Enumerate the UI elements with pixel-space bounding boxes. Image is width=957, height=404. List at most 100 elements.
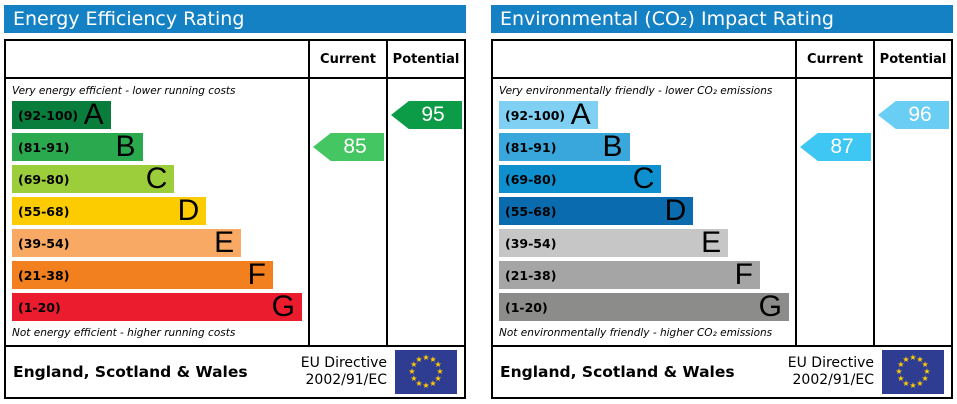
environmental-current-arrow: 87 <box>800 133 871 161</box>
eu-star-icon: ★ <box>436 367 444 376</box>
environmental-impact-panel: Environmental (CO₂) Impact Rating Curren… <box>491 5 953 399</box>
band-letter: F <box>734 258 753 291</box>
band-range-label: (81-91) <box>505 139 557 155</box>
band-letter: E <box>214 226 235 259</box>
energy-band-b: (81-91) B <box>12 130 143 163</box>
energy-efficiency-panel: Energy Efficiency Rating Current Potenti… <box>4 5 466 399</box>
energy-band-f: (21-38) F <box>12 258 273 291</box>
band-range-label: (69-80) <box>505 171 557 187</box>
band-letter: B <box>602 130 623 163</box>
eu-star-icon: ★ <box>434 374 442 383</box>
environmental-band-f: (21-38) F <box>499 258 760 291</box>
eu-star-icon: ★ <box>408 367 416 376</box>
directive-line2: 2002/91/EC <box>305 372 388 388</box>
environmental-footer: England, Scotland & Wales EU Directive 2… <box>493 345 951 397</box>
eu-star-icon: ★ <box>422 353 430 362</box>
band-letter: G <box>758 290 782 323</box>
energy-header-spacer <box>6 41 308 77</box>
band-letter: G <box>271 290 295 323</box>
band-letter: D <box>664 194 687 227</box>
band-letter: C <box>632 162 655 195</box>
band-letter: E <box>701 226 722 259</box>
eu-star-icon: ★ <box>897 374 905 383</box>
eu-star-icon: ★ <box>415 354 423 364</box>
band-range-label: (55-68) <box>505 203 557 219</box>
eu-star-icon: ★ <box>415 379 423 389</box>
band-range-label: (39-54) <box>18 235 70 251</box>
band-range-label: (92-100) <box>18 107 79 123</box>
band-range-label: (1-20) <box>18 299 61 315</box>
environmental-current-column-header: Current <box>795 41 873 77</box>
eu-star-icon: ★ <box>429 379 437 389</box>
environmental-footer-directive: EU Directive 2002/91/EC <box>788 355 874 389</box>
energy-footer-directive: EU Directive 2002/91/EC <box>301 355 387 389</box>
energy-footer-region: England, Scotland & Wales <box>13 363 248 381</box>
band-range-label: (81-91) <box>18 139 70 155</box>
environmental-panel-title: Environmental (CO₂) Impact Rating <box>491 5 953 33</box>
eu-star-icon: ★ <box>434 360 442 369</box>
directive-line1: EU Directive <box>787 355 874 372</box>
band-letter: A <box>83 98 104 131</box>
environmental-header-spacer <box>493 41 795 77</box>
eu-star-icon: ★ <box>916 354 924 364</box>
environmental-bottom-note: Not environmentally friendly - higher CO… <box>499 327 773 339</box>
environmental-top-note: Very environmentally friendly - lower CO… <box>499 85 773 97</box>
environmental-band-e: (39-54) E <box>499 226 729 259</box>
environmental-band-b: (81-91) B <box>499 130 630 163</box>
eu-star-icon: ★ <box>410 374 418 383</box>
eu-star-icon: ★ <box>909 353 917 362</box>
eu-star-icon: ★ <box>909 381 917 390</box>
energy-header-row: Current Potential <box>6 41 464 79</box>
eu-star-icon: ★ <box>410 360 418 369</box>
energy-panel-title: Energy Efficiency Rating <box>4 5 466 33</box>
eu-star-icon: ★ <box>902 379 910 389</box>
energy-band-d: (55-68) D <box>12 194 207 227</box>
environmental-band-d: (55-68) D <box>499 194 694 227</box>
eu-star-icon: ★ <box>429 354 437 364</box>
environmental-footer-region: England, Scotland & Wales <box>500 363 735 381</box>
band-range-label: (1-20) <box>505 299 548 315</box>
environmental-band-g: (1-20) G <box>499 290 789 323</box>
environmental-band-a: (92-100) A <box>499 98 598 131</box>
energy-potential-column: 95 <box>386 79 464 345</box>
eu-star-icon: ★ <box>921 360 929 369</box>
band-range-label: (39-54) <box>505 235 557 251</box>
energy-band-c: (69-80) C <box>12 162 175 195</box>
environmental-current-column: 87 <box>795 79 873 345</box>
energy-top-note: Very energy efficient - lower running co… <box>12 85 236 97</box>
energy-chart-body: Very energy efficient - lower running co… <box>6 79 464 345</box>
environmental-header-row: Current Potential <box>493 41 951 79</box>
eu-star-icon: ★ <box>923 367 931 376</box>
energy-current-column-header: Current <box>308 41 386 77</box>
band-letter: F <box>247 258 266 291</box>
band-letter: A <box>570 98 591 131</box>
eu-star-icon: ★ <box>916 379 924 389</box>
energy-current-arrow: 85 <box>313 133 384 161</box>
energy-band-g: (1-20) G <box>12 290 302 323</box>
environmental-chart-body: Very environmentally friendly - lower CO… <box>493 79 951 345</box>
eu-star-icon: ★ <box>895 367 903 376</box>
band-range-label: (69-80) <box>18 171 70 187</box>
eu-star-icon: ★ <box>921 374 929 383</box>
energy-potential-arrow: 95 <box>391 101 462 129</box>
energy-band-e: (39-54) E <box>12 226 242 259</box>
band-range-label: (92-100) <box>505 107 566 123</box>
band-range-label: (21-38) <box>18 267 70 283</box>
environmental-chart-box: Current Potential Very environmentally f… <box>491 39 953 399</box>
environmental-bands-area: Very environmentally friendly - lower CO… <box>493 79 795 345</box>
energy-chart-box: Current Potential Very energy efficient … <box>4 39 466 399</box>
eu-star-icon: ★ <box>902 354 910 364</box>
environmental-potential-arrow: 96 <box>878 101 949 129</box>
energy-bottom-note: Not energy efficient - higher running co… <box>12 327 236 339</box>
directive-line2: 2002/91/EC <box>792 372 875 388</box>
band-range-label: (21-38) <box>505 267 557 283</box>
energy-current-column: 85 <box>308 79 386 345</box>
eu-star-icon: ★ <box>897 360 905 369</box>
band-letter: D <box>177 194 200 227</box>
energy-band-a: (92-100) A <box>12 98 111 131</box>
band-letter: B <box>115 130 136 163</box>
eu-star-icon: ★ <box>422 381 430 390</box>
band-letter: C <box>145 162 168 195</box>
band-range-label: (55-68) <box>18 203 70 219</box>
